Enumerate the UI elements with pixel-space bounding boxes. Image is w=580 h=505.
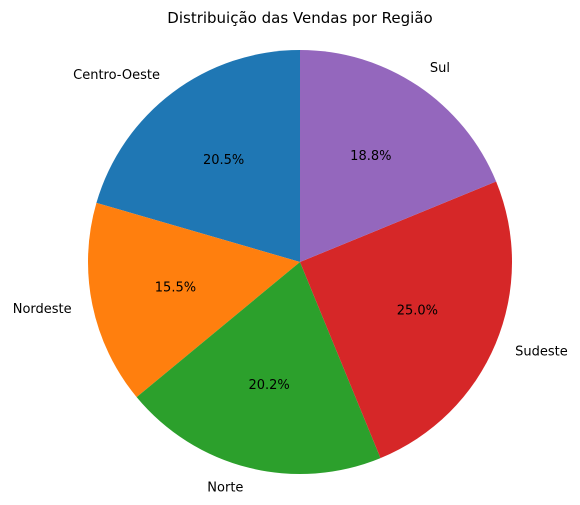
- pie-slice-sudeste: [300, 181, 513, 459]
- slice-label-norte: Norte: [207, 481, 243, 496]
- pie-labels: Centro-Oeste 20.5% Nordeste 15.5% Norte 20.2%…: [13, 61, 568, 496]
- slice-label-centro-oeste: Centro-Oeste: [73, 68, 160, 83]
- slice-pct-sul: 18.8%: [350, 149, 391, 164]
- chart-title: Distribuição das Vendas por Região: [167, 9, 432, 27]
- slice-pct-sudeste: 25.0%: [397, 304, 438, 319]
- slice-label-nordeste: Nordeste: [13, 302, 72, 317]
- pie-slice-sul: [300, 49, 497, 262]
- slice-pct-norte: 20.2%: [248, 378, 289, 393]
- slice-label-sudeste: Sudeste: [515, 344, 568, 359]
- pie-slices: [88, 49, 513, 475]
- slice-pct-nordeste: 15.5%: [155, 280, 196, 295]
- pie-slice-nordeste: [88, 202, 300, 398]
- slice-label-sul: Sul: [430, 61, 450, 76]
- pie-slice-centro-oeste: [96, 50, 300, 262]
- slice-pct-centro-oeste: 20.5%: [203, 153, 244, 168]
- pie-slice-norte: [136, 262, 381, 475]
